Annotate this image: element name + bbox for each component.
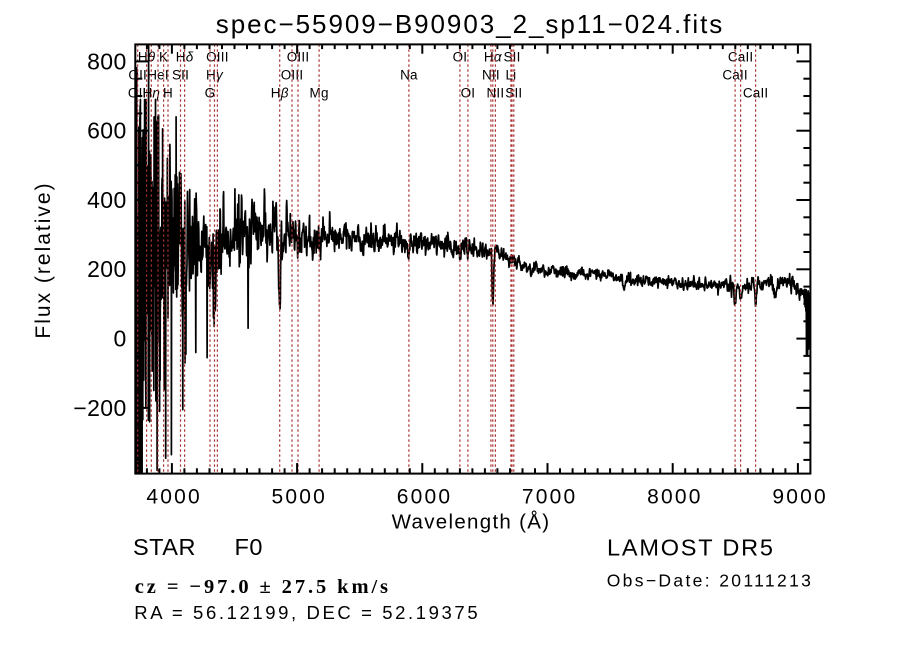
svg-text:LAMOST DR5: LAMOST DR5 <box>607 535 775 561</box>
svg-text:6000: 6000 <box>397 485 453 508</box>
svg-text:OIII: OIII <box>206 50 229 65</box>
svg-text:Hα: Hα <box>484 50 503 65</box>
svg-text:−200: −200 <box>73 395 126 421</box>
svg-text:Hη: Hη <box>142 86 160 101</box>
svg-text:9000: 9000 <box>772 485 828 508</box>
svg-text:F0: F0 <box>235 534 263 560</box>
svg-text:Wavelength (Å): Wavelength (Å) <box>392 511 551 534</box>
svg-text:Mg: Mg <box>310 86 329 101</box>
svg-text:0: 0 <box>113 326 126 352</box>
svg-text:800: 800 <box>87 48 126 74</box>
svg-text:Obs−Date: 20111213: Obs−Date: 20111213 <box>607 570 814 590</box>
svg-text:7000: 7000 <box>522 485 578 508</box>
svg-text:H: H <box>163 86 173 101</box>
svg-text:600: 600 <box>87 118 126 144</box>
svg-text:OI: OI <box>461 86 476 101</box>
svg-text:OI: OI <box>453 50 468 65</box>
svg-text:Flux (relative): Flux (relative) <box>32 181 55 338</box>
svg-text:8000: 8000 <box>647 485 703 508</box>
svg-text:cz = −97.0 ± 27.5 km/s: cz = −97.0 ± 27.5 km/s <box>135 576 391 598</box>
svg-text:spec−55909−B90903_2_sp11−024.f: spec−55909−B90903_2_sp11−024.fits <box>216 9 724 39</box>
svg-text:G: G <box>205 86 216 101</box>
svg-text:CaII: CaII <box>728 50 754 65</box>
svg-text:SII: SII <box>503 50 520 65</box>
svg-text:RA = 56.12199, DEC = 52.1937: RA = 56.12199, DEC = 52.19375 <box>134 602 480 623</box>
svg-text:4000: 4000 <box>146 485 202 508</box>
svg-text:K: K <box>159 50 168 65</box>
svg-text:NII: NII <box>486 86 504 101</box>
svg-text:400: 400 <box>87 187 126 213</box>
svg-text:5000: 5000 <box>272 485 328 508</box>
svg-text:Hβ: Hβ <box>271 86 289 101</box>
svg-text:SII: SII <box>505 86 522 101</box>
svg-text:CaII: CaII <box>743 86 769 101</box>
svg-text:200: 200 <box>87 256 126 282</box>
svg-text:STAR: STAR <box>133 534 196 560</box>
